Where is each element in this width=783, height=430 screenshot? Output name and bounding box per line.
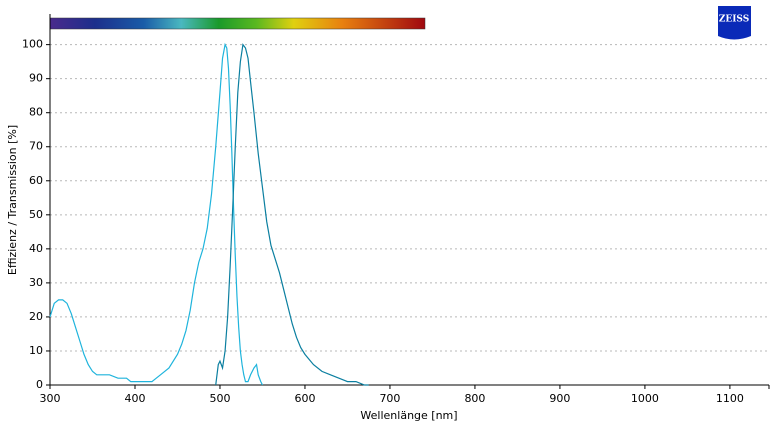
y-axis-label: Effizienz / Transmission [%] xyxy=(6,125,19,275)
spectrum-bar xyxy=(49,17,426,30)
y-tick-label: 70 xyxy=(29,140,43,153)
x-tick-label: 900 xyxy=(549,392,570,405)
y-tick-label: 40 xyxy=(29,242,43,255)
y-tick-label: 0 xyxy=(36,378,43,391)
y-tick-label: 30 xyxy=(29,276,43,289)
logo: ZEISS xyxy=(718,6,751,40)
x-tick-label: 800 xyxy=(464,392,485,405)
y-tick-label: 10 xyxy=(29,344,43,357)
x-tick-label: 400 xyxy=(124,392,145,405)
x-tick-label: 500 xyxy=(209,392,230,405)
logo-text: ZEISS xyxy=(719,15,749,25)
x-tick-label: 300 xyxy=(40,392,61,405)
spectrum-line xyxy=(215,43,369,386)
x-axis-label: Wellenlänge [nm] xyxy=(360,409,457,422)
y-tick-label: 60 xyxy=(29,174,43,187)
y-tick-label: 20 xyxy=(29,310,43,323)
spectrum-line xyxy=(49,42,264,386)
y-tick-label: 80 xyxy=(29,106,43,119)
x-tick-label: 600 xyxy=(294,392,315,405)
x-tick-label: 1100 xyxy=(716,392,744,405)
y-tick-label: 50 xyxy=(29,208,43,221)
x-tick-label: 700 xyxy=(379,392,400,405)
y-tick-label: 90 xyxy=(29,72,43,85)
x-tick-label: 1000 xyxy=(631,392,659,405)
y-tick-label: 100 xyxy=(22,38,43,51)
